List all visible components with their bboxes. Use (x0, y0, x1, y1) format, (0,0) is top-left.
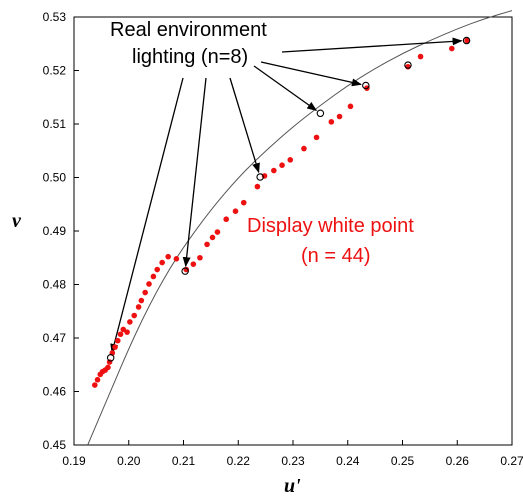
real-point (362, 81, 370, 90)
annotation-arrow (229, 77, 260, 174)
display-point (165, 253, 171, 260)
y-tick-label: 0.46 (43, 385, 67, 399)
display-point (271, 167, 277, 174)
x-tick-label: 0.20 (117, 454, 141, 468)
y-axis-ticks: 0.45 0.46 0.47 0.48 0.49 0.50 0.51 0.52 0.53 (43, 10, 79, 452)
display-point (146, 281, 152, 287)
y-tick-label: 0.48 (43, 278, 67, 292)
display-point (232, 208, 239, 215)
annotation-arrows (110, 37, 463, 354)
x-tick-label: 0.19 (62, 454, 86, 468)
display-point (112, 344, 118, 350)
display-point (214, 229, 221, 235)
display-point (138, 297, 145, 304)
display-point (131, 312, 138, 319)
x-tick-label: 0.23 (281, 454, 305, 468)
x-axis-label: u' (284, 475, 301, 497)
display-point (301, 145, 307, 152)
y-tick-label: 0.47 (43, 331, 67, 345)
y-tick-label: 0.52 (43, 64, 67, 78)
display-point (197, 254, 203, 261)
display-point (117, 331, 124, 338)
y-axis-label: v (12, 210, 22, 232)
display-point (173, 256, 180, 262)
display-point (127, 319, 133, 325)
annotation-arrow (260, 61, 362, 87)
display-point (448, 45, 455, 52)
display-point (336, 113, 343, 120)
display-point (223, 216, 230, 223)
display-point (124, 329, 130, 335)
annotation-display-line-1: Display white point (247, 215, 414, 237)
display-point (154, 266, 161, 273)
display-white-point-series (92, 37, 470, 388)
display-point (150, 273, 157, 280)
display-point (254, 183, 261, 190)
y-tick-label: 0.49 (43, 224, 67, 238)
display-point (204, 241, 210, 248)
real-point (256, 173, 264, 181)
planckian-locus-curve (87, 10, 513, 446)
x-tick-label: 0.22 (227, 454, 251, 468)
display-point (417, 53, 424, 60)
display-point (464, 37, 470, 44)
real-point (316, 109, 325, 118)
x-tick-label: 0.21 (172, 454, 196, 468)
display-point (94, 376, 101, 383)
real-point (106, 354, 115, 362)
annotation-real-line-1: Real environment (110, 19, 267, 41)
annotation-arrow (281, 37, 463, 53)
display-point (347, 103, 354, 110)
real-point (404, 61, 412, 69)
display-point (240, 199, 247, 206)
x-axis-ticks: 0.19 0.20 0.21 0.22 0.23 0.24 0.25 0.26 0.27 (62, 440, 523, 468)
y-tick-label: 0.53 (43, 10, 67, 24)
annotation-arrow (110, 77, 184, 354)
y-tick-label: 0.51 (43, 117, 67, 131)
real-point (462, 36, 471, 45)
display-point (142, 289, 148, 296)
display-point (287, 157, 294, 163)
display-point (279, 162, 285, 168)
annotation-arrow (253, 65, 318, 111)
y-tick-label: 0.50 (43, 171, 67, 185)
display-point (261, 173, 268, 179)
display-point (313, 134, 320, 141)
x-tick-label: 0.24 (336, 454, 360, 468)
display-point (159, 259, 165, 266)
x-tick-label: 0.25 (391, 454, 415, 468)
display-point (115, 337, 121, 344)
y-tick-label: 0.45 (43, 438, 67, 452)
display-point (209, 234, 216, 241)
display-point (135, 304, 142, 310)
display-point (106, 359, 113, 365)
display-point (92, 382, 98, 388)
x-tick-label: 0.27 (500, 454, 523, 468)
annotation-arrow (182, 77, 207, 268)
display-point (328, 119, 335, 125)
display-point (190, 261, 197, 267)
display-point (105, 364, 111, 371)
real-point (181, 267, 189, 275)
annotation-display-line-2: (n = 44) (301, 245, 370, 267)
annotation-real-line-2: lighting (n=8) (132, 46, 248, 68)
x-tick-label: 0.26 (446, 454, 470, 468)
real-environment-series (106, 36, 471, 362)
